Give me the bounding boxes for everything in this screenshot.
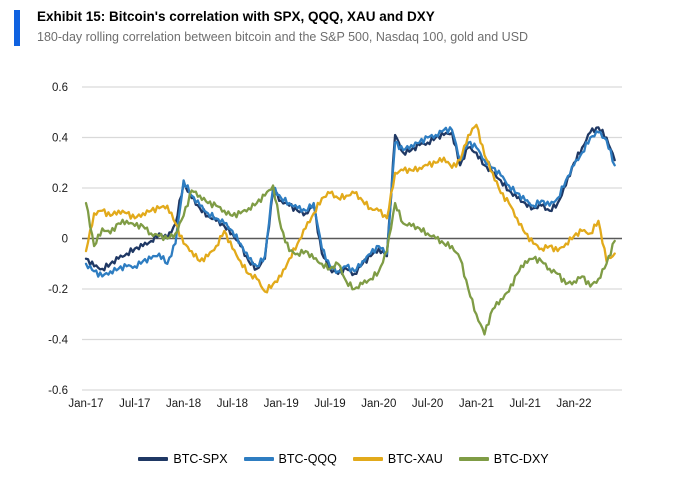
y-tick-label: 0.4 xyxy=(52,133,69,145)
legend-item-btc-xau: BTC-XAU xyxy=(352,452,443,466)
x-tick-label: Jan-17 xyxy=(68,398,103,410)
x-tick-label: Jan-22 xyxy=(556,398,591,410)
chart-legend: BTC-SPX BTC-QQQ BTC-XAU BTC-DXY xyxy=(0,449,687,469)
chart-header: Exhibit 15: Bitcoin's correlation with S… xyxy=(0,0,687,56)
legend-label-btc-xau: BTC-XAU xyxy=(387,452,443,466)
legend-label-btc-dxy: BTC-DXY xyxy=(493,452,549,466)
series-line-btc-spx xyxy=(84,126,616,277)
x-tick-label: Jul-17 xyxy=(119,398,150,410)
x-tick-label: Jul-18 xyxy=(217,398,248,410)
legend-label-btc-qqq: BTC-QQQ xyxy=(278,452,337,466)
legend-item-btc-qqq: BTC-QQQ xyxy=(243,452,337,466)
series-line-btc-qqq xyxy=(84,126,616,278)
legend-swatch-btc-xau xyxy=(352,457,383,461)
legend-swatch-btc-dxy xyxy=(458,457,489,461)
x-tick-label: Jul-20 xyxy=(412,398,443,410)
legend-label-btc-spx: BTC-SPX xyxy=(173,452,228,466)
series-line-btc-xau xyxy=(84,123,616,294)
x-tick-label: Jul-19 xyxy=(314,398,345,410)
y-tick-label: -0.2 xyxy=(48,284,68,296)
exhibit-title: Exhibit 15: Bitcoin's correlation with S… xyxy=(37,9,435,24)
series-line-btc-dxy xyxy=(84,184,616,336)
y-tick-label: 0 xyxy=(62,234,68,246)
x-tick-label: Jan-20 xyxy=(361,398,396,410)
y-tick-label: 0.2 xyxy=(52,183,68,195)
legend-item-btc-dxy: BTC-DXY xyxy=(458,452,549,466)
exhibit-accent-bar xyxy=(14,10,20,46)
y-tick-label: -0.6 xyxy=(48,385,68,397)
y-tick-label: -0.4 xyxy=(48,335,68,347)
y-tick-label: 0.6 xyxy=(52,82,68,94)
x-tick-label: Jan-21 xyxy=(459,398,494,410)
legend-swatch-btc-spx xyxy=(138,457,169,461)
x-tick-label: Jan-19 xyxy=(264,398,299,410)
legend-swatch-btc-qqq xyxy=(243,457,274,461)
exhibit-subtitle: 180-day rolling correlation between bitc… xyxy=(37,30,529,44)
x-tick-label: Jan-18 xyxy=(166,398,201,410)
x-tick-label: Jul-21 xyxy=(510,398,541,410)
legend-item-btc-spx: BTC-SPX xyxy=(138,452,228,466)
